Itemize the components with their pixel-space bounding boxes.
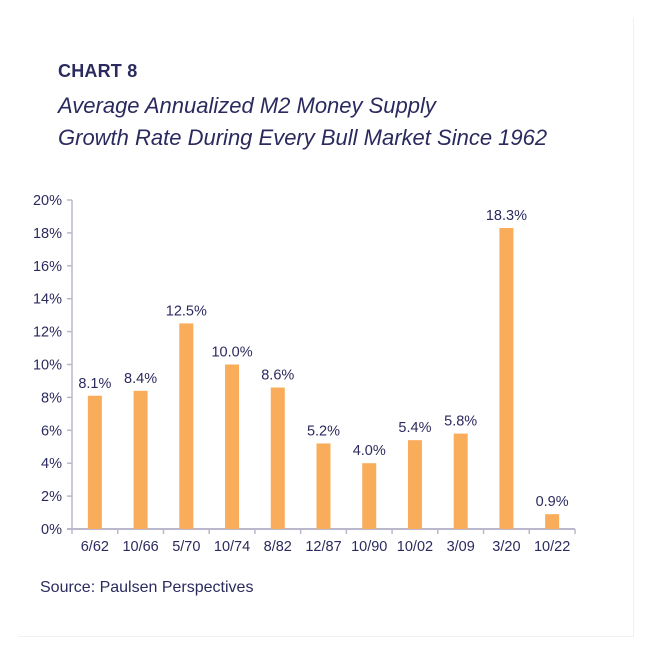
- y-tick-label: 8%: [41, 390, 62, 406]
- data-label: 5.4%: [398, 420, 431, 436]
- x-tick-label: 3/20: [492, 539, 520, 555]
- y-tick-label: 4%: [41, 456, 62, 472]
- axes: 0% 2% 4% 6% 8% 10% 12% 14% 16% 18% 20%: [33, 193, 576, 538]
- x-tick-label: 5/70: [172, 539, 200, 555]
- labels: 8.1% 6/62 8.4% 10/66 12.5% 5/70 10.0% 10/74 8.6%…: [78, 208, 570, 555]
- x-tick-label: 10/02: [397, 539, 433, 555]
- x-tick-label: 6/62: [81, 539, 109, 555]
- bar: [87, 395, 102, 529]
- y-tick-label: 6%: [41, 423, 62, 439]
- y-tick-label: 2%: [41, 489, 62, 505]
- data-label: 10.0%: [211, 345, 252, 361]
- bar: [362, 463, 377, 529]
- chart-title: Average Annualized M2 Money Supply Growt…: [58, 90, 547, 154]
- data-label: 12.5%: [166, 303, 207, 319]
- source-note: Source: Paulsen Perspectives: [40, 579, 254, 596]
- x-tick-label: 8/82: [264, 539, 292, 555]
- x-tick-label: 3/09: [447, 539, 475, 555]
- y-tick-label: 20%: [33, 193, 62, 209]
- y-tick-label: 18%: [33, 226, 62, 242]
- data-label: 5.8%: [444, 414, 477, 430]
- data-label: 5.2%: [307, 423, 340, 439]
- data-label: 8.4%: [124, 371, 157, 387]
- bar: [179, 323, 194, 529]
- bar: [316, 443, 331, 529]
- x-tick-label: 12/87: [305, 539, 341, 555]
- bar: [545, 514, 560, 529]
- y-tick-label: 0%: [41, 522, 62, 538]
- x-tick-label: 10/74: [214, 539, 250, 555]
- data-label: 8.1%: [78, 376, 111, 392]
- y-tick-label: 16%: [33, 259, 62, 275]
- x-tick-label: 10/90: [351, 539, 387, 555]
- bar: [407, 440, 422, 529]
- data-label: 4.0%: [353, 443, 386, 459]
- chart-title-line-2: Growth Rate During Every Bull Market Sin…: [58, 125, 548, 150]
- bar: [270, 387, 285, 529]
- x-tick-label: 10/66: [122, 539, 158, 555]
- y-tick-label: 12%: [33, 325, 62, 341]
- y-tick-label: 14%: [33, 292, 62, 308]
- data-label: 18.3%: [486, 208, 527, 224]
- chart-card: [18, 18, 634, 637]
- chart-title-line-1: Average Annualized M2 Money Supply: [58, 93, 436, 118]
- x-tick-label: 10/22: [534, 539, 570, 555]
- data-label: 0.9%: [536, 494, 569, 510]
- bar: [133, 390, 148, 529]
- data-label: 8.6%: [261, 368, 294, 384]
- y-tick-label: 10%: [33, 358, 62, 374]
- bar: [453, 433, 468, 529]
- chart-number: CHART 8: [58, 61, 138, 81]
- bar: [499, 227, 514, 529]
- bar: [225, 364, 240, 529]
- bars: [87, 227, 560, 529]
